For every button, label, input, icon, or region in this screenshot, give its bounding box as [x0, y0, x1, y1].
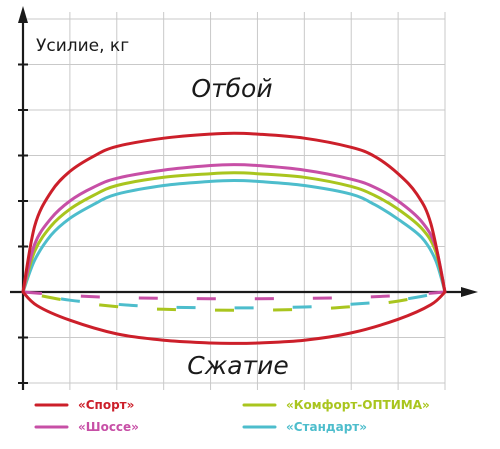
rebound-curve-standart: [21, 179, 447, 294]
legend-item-standart: «Стандарт»: [242, 420, 367, 434]
compression-curve-standart: [22, 290, 446, 310]
grid: [22, 12, 446, 390]
compression-curve-sport: [21, 290, 447, 345]
axes: [10, 6, 478, 390]
curves: [21, 131, 447, 345]
y-axis-label: Усилие, кг: [36, 36, 129, 56]
legend-label-komfort-optima: «Комфорт-ОПТИМА»: [286, 398, 430, 412]
compression-zone-label: Сжатие: [187, 351, 289, 380]
legend-item-shosse: «Шоссе»: [34, 420, 139, 434]
x-axis-arrow: [461, 287, 478, 297]
legend-label-standart: «Стандарт»: [286, 420, 367, 434]
legend-label-sport: «Спорт»: [78, 398, 134, 412]
legend-label-shosse: «Шоссе»: [78, 420, 139, 434]
compression-curve-komfort-optima: [22, 290, 446, 312]
compression-curve-shosse: [22, 290, 446, 301]
legend-item-sport: «Спорт»: [34, 398, 134, 412]
rebound-curve-shosse: [21, 163, 447, 294]
rebound-curve-sport: [21, 131, 447, 294]
rebound-curve-komfort-optima: [21, 171, 447, 294]
legend-item-komfort-optima: «Комфорт-ОПТИМА»: [242, 398, 430, 412]
legend: «Спорт» «Шоссе» «Комфорт-ОПТИМА» «Станда…: [34, 398, 430, 434]
y-axis-arrow: [18, 6, 28, 23]
rebound-zone-label: Отбой: [191, 74, 272, 103]
